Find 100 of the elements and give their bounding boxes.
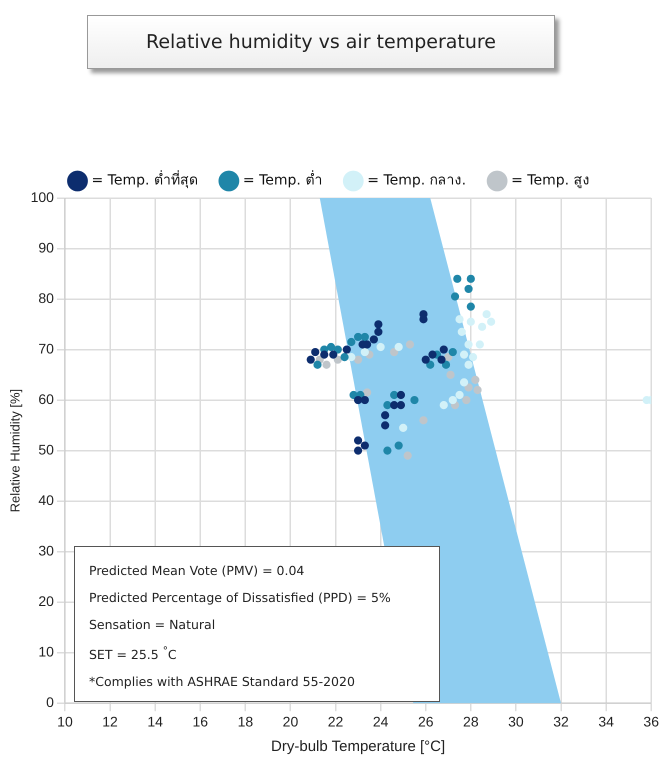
point [383, 401, 392, 410]
y-tick-label: 40 [38, 492, 54, 508]
point [390, 348, 398, 356]
point [428, 350, 437, 359]
point [394, 441, 403, 450]
point [340, 353, 349, 362]
point [437, 356, 446, 364]
point [468, 353, 478, 362]
point [455, 390, 464, 400]
point [464, 284, 473, 294]
y-axis-title: Relative Humidity [%] [7, 388, 22, 512]
x-tick-label: 28 [463, 713, 479, 730]
point [442, 360, 450, 369]
point [453, 274, 462, 283]
x-tick-label: 16 [192, 713, 208, 730]
y-tick-label: 30 [38, 542, 54, 558]
point [354, 356, 362, 364]
point [440, 345, 448, 354]
point [370, 335, 378, 344]
point [460, 378, 468, 386]
point [374, 328, 382, 336]
point [329, 350, 338, 359]
point [464, 360, 473, 369]
point [471, 376, 480, 384]
x-tick-label: 30 [508, 713, 524, 730]
point [419, 416, 428, 424]
annotation: Sensation = Natural [89, 616, 216, 634]
point [390, 401, 398, 410]
point [422, 356, 430, 364]
point [390, 390, 398, 400]
x-tick-label: 22 [328, 713, 344, 730]
point [363, 388, 372, 397]
point [460, 350, 468, 359]
y-tick-label: 50 [38, 441, 54, 458]
point [381, 411, 390, 420]
x-tick-label: 34 [598, 713, 614, 730]
point [450, 292, 460, 301]
point [374, 320, 382, 328]
point [394, 342, 403, 352]
x-tick-label: 14 [147, 713, 164, 730]
point [322, 360, 331, 369]
point [446, 370, 455, 379]
annotation: SET = 25.5 $^{°}$C [89, 644, 178, 664]
y-tick-label: 0 [46, 694, 54, 710]
x-axis-title: Dry-bulb Temperature [°C] [271, 738, 446, 756]
point [426, 360, 434, 369]
legend-label: = Temp. ต่ำ [242, 170, 322, 189]
y-tick-label: 60 [38, 390, 54, 407]
point [354, 396, 362, 404]
point [448, 396, 457, 404]
y-tick-label: 20 [38, 593, 54, 610]
point [396, 390, 406, 400]
x-tick-label: 36 [643, 713, 660, 730]
point [466, 302, 475, 311]
y-tick-label: 90 [38, 239, 54, 256]
annotation: Predicted Mean Vote (PMV) = 0.04 [89, 562, 306, 580]
point [347, 353, 356, 362]
x-tick-label: 12 [102, 713, 118, 730]
point [473, 386, 482, 394]
point [404, 452, 412, 460]
point [458, 328, 466, 336]
point [478, 322, 486, 331]
y-tick-label: 10 [38, 644, 54, 660]
point [383, 446, 392, 455]
point [313, 360, 322, 369]
x-tick-label: 24 [372, 713, 389, 730]
annotation: *Complies with ASHRAE Standard 55-2020 [89, 673, 356, 692]
point [342, 345, 351, 354]
point [354, 436, 362, 445]
y-tick-label: 100 [30, 188, 54, 205]
point [448, 348, 457, 356]
y-tick-label: 70 [38, 340, 54, 356]
y-tick-label: 80 [38, 290, 54, 306]
point [440, 401, 448, 410]
point [462, 396, 470, 404]
point [334, 345, 342, 354]
point [347, 338, 356, 346]
point [464, 340, 473, 349]
x-tick-label: 26 [418, 713, 434, 730]
point [410, 396, 419, 404]
annotation: Predicted Percentage of Dissatisfied (PPD) = 5% [89, 589, 392, 607]
point [306, 356, 315, 364]
legend-label: = Temp. ต่ำที่สุด [91, 170, 198, 189]
point [406, 340, 414, 349]
point [399, 424, 408, 432]
point [464, 383, 473, 392]
x-tick-label: 18 [238, 713, 254, 730]
point [354, 446, 362, 455]
point [396, 401, 406, 410]
point [376, 342, 385, 352]
legend-label: = Temp. สูง [511, 172, 590, 189]
point [487, 318, 496, 326]
point [360, 441, 369, 450]
x-tick-label: 10 [57, 713, 73, 730]
legend-label: = Temp. กลาง. [367, 172, 466, 189]
point [326, 342, 336, 352]
point [466, 318, 475, 326]
point [482, 310, 491, 318]
point [466, 274, 475, 283]
point [354, 332, 362, 342]
